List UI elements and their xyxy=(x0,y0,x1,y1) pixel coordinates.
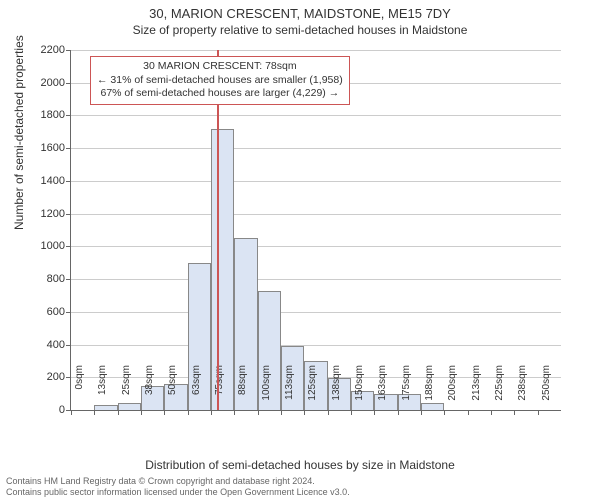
xtick-mark xyxy=(374,410,375,415)
xtick-label: 38sqm xyxy=(144,365,155,415)
xtick-mark xyxy=(304,410,305,415)
gridline xyxy=(71,115,561,116)
gridline xyxy=(71,148,561,149)
gridline xyxy=(71,312,561,313)
ytick-label: 1600 xyxy=(25,142,65,154)
xtick-label: 0sqm xyxy=(74,365,85,415)
gridline xyxy=(71,214,561,215)
annotation-box: 30 MARION CRESCENT: 78sqm ← 31% of semi-… xyxy=(90,56,350,105)
gridline xyxy=(71,246,561,247)
xtick-label: 163sqm xyxy=(377,365,388,415)
gridline xyxy=(71,345,561,346)
xtick-mark xyxy=(71,410,72,415)
xtick-label: 113sqm xyxy=(284,365,295,415)
ytick-mark xyxy=(66,214,71,215)
ytick-mark xyxy=(66,345,71,346)
xtick-label: 200sqm xyxy=(447,365,458,415)
xtick-mark xyxy=(398,410,399,415)
xtick-label: 125sqm xyxy=(307,365,318,415)
xtick-mark xyxy=(444,410,445,415)
ytick-label: 2000 xyxy=(25,77,65,89)
xtick-mark xyxy=(164,410,165,415)
ytick-label: 2200 xyxy=(25,44,65,56)
gridline xyxy=(71,50,561,51)
xtick-label: 238sqm xyxy=(517,365,528,415)
xtick-mark xyxy=(538,410,539,415)
chart-area: 0200400600800100012001400160018002000220… xyxy=(70,50,560,410)
xtick-label: 50sqm xyxy=(167,365,178,415)
ytick-label: 200 xyxy=(25,371,65,383)
ytick-label: 1200 xyxy=(25,208,65,220)
xtick-label: 138sqm xyxy=(331,365,342,415)
chart-title: 30, MARION CRESCENT, MAIDSTONE, ME15 7DY xyxy=(0,0,600,21)
xtick-label: 175sqm xyxy=(401,365,412,415)
xtick-mark xyxy=(118,410,119,415)
xtick-mark xyxy=(141,410,142,415)
ytick-label: 1800 xyxy=(25,109,65,121)
ytick-mark xyxy=(66,181,71,182)
x-axis-label: Distribution of semi-detached houses by … xyxy=(0,458,600,472)
footer-line1: Contains HM Land Registry data © Crown c… xyxy=(6,476,350,487)
xtick-label: 225sqm xyxy=(494,365,505,415)
ytick-mark xyxy=(66,115,71,116)
ytick-label: 600 xyxy=(25,306,65,318)
gridline xyxy=(71,279,561,280)
ytick-mark xyxy=(66,279,71,280)
ytick-mark xyxy=(66,377,71,378)
ytick-mark xyxy=(66,312,71,313)
chart-subtitle: Size of property relative to semi-detach… xyxy=(0,21,600,37)
xtick-label: 25sqm xyxy=(121,365,132,415)
xtick-mark xyxy=(491,410,492,415)
chart-container: 30, MARION CRESCENT, MAIDSTONE, ME15 7DY… xyxy=(0,0,600,500)
ytick-label: 800 xyxy=(25,273,65,285)
ytick-label: 0 xyxy=(25,404,65,416)
xtick-label: 250sqm xyxy=(541,365,552,415)
xtick-mark xyxy=(468,410,469,415)
xtick-mark xyxy=(258,410,259,415)
xtick-mark xyxy=(211,410,212,415)
annotation-line3: 67% of semi-detached houses are larger (… xyxy=(97,87,343,101)
xtick-label: 213sqm xyxy=(471,365,482,415)
xtick-mark xyxy=(94,410,95,415)
annotation-line2: ← 31% of semi-detached houses are smalle… xyxy=(97,74,343,88)
ytick-label: 1000 xyxy=(25,240,65,252)
ytick-label: 400 xyxy=(25,339,65,351)
ytick-mark xyxy=(66,246,71,247)
footer-attribution: Contains HM Land Registry data © Crown c… xyxy=(6,476,350,498)
footer-line2: Contains public sector information licen… xyxy=(6,487,350,498)
xtick-mark xyxy=(421,410,422,415)
gridline xyxy=(71,181,561,182)
ytick-mark xyxy=(66,148,71,149)
xtick-label: 13sqm xyxy=(97,365,108,415)
xtick-label: 88sqm xyxy=(237,365,248,415)
xtick-mark xyxy=(351,410,352,415)
y-axis-label: Number of semi-detached properties xyxy=(12,35,26,230)
xtick-mark xyxy=(281,410,282,415)
annotation-line1: 30 MARION CRESCENT: 78sqm xyxy=(97,60,343,74)
xtick-label: 63sqm xyxy=(191,365,202,415)
xtick-mark xyxy=(328,410,329,415)
xtick-mark xyxy=(234,410,235,415)
xtick-mark xyxy=(514,410,515,415)
xtick-mark xyxy=(188,410,189,415)
xtick-label: 150sqm xyxy=(354,365,365,415)
ytick-label: 1400 xyxy=(25,175,65,187)
xtick-label: 100sqm xyxy=(261,365,272,415)
xtick-label: 188sqm xyxy=(424,365,435,415)
ytick-mark xyxy=(66,83,71,84)
ytick-mark xyxy=(66,50,71,51)
